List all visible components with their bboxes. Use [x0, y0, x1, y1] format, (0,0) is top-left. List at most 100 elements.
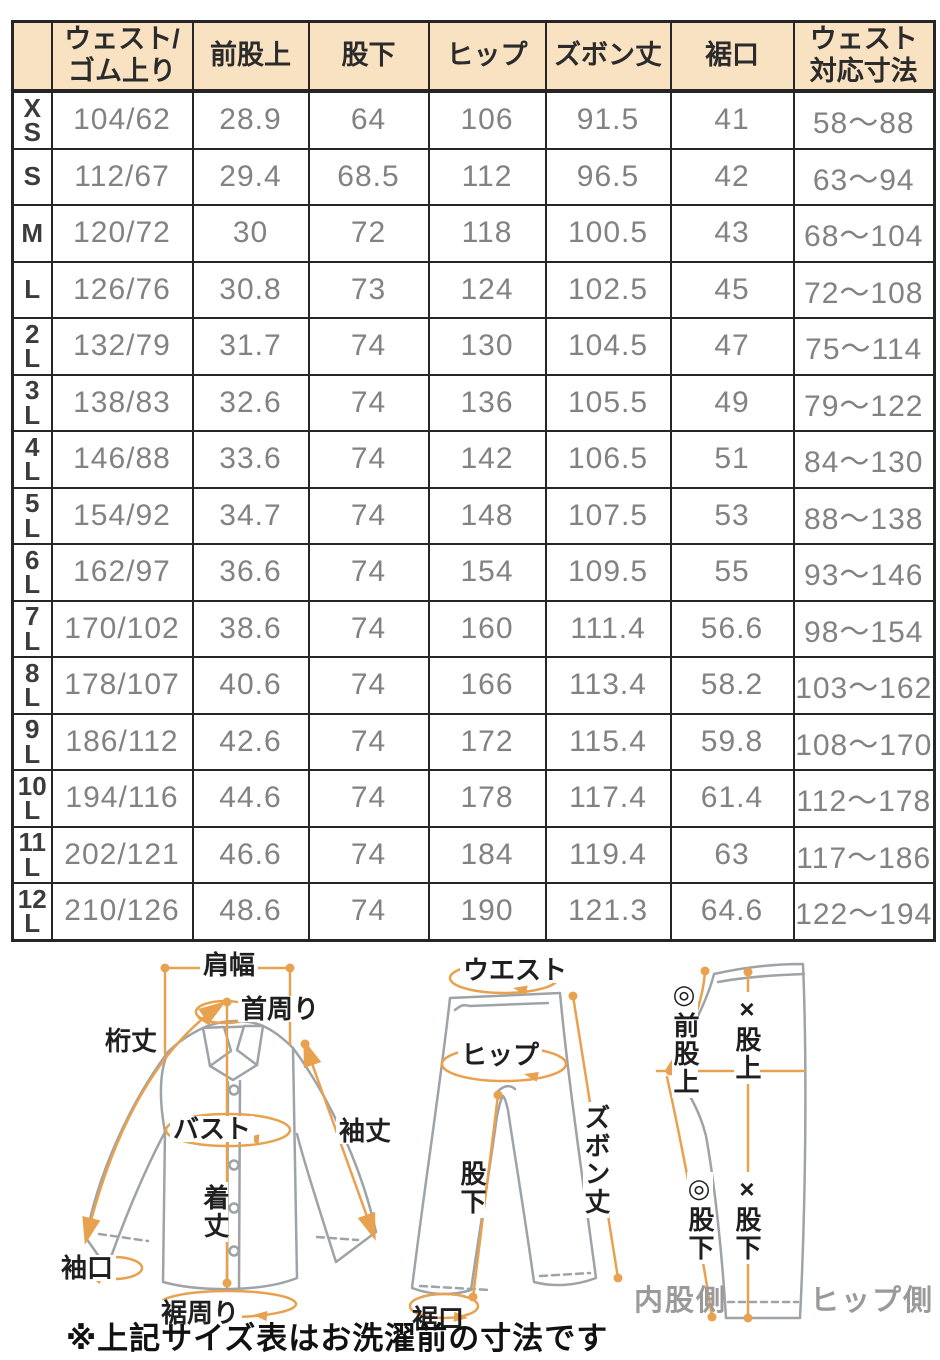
size-label: L	[11, 260, 53, 319]
header-cell: ヒップ	[427, 20, 547, 93]
table-cell: 74	[307, 373, 430, 432]
label-cuff: 袖口	[58, 1255, 117, 1281]
table-cell: 42	[669, 147, 795, 206]
table-row: 3 L 138/83 32.6 74 136 105.5 49 79〜122	[11, 373, 936, 432]
table-cell: 148	[427, 486, 547, 545]
table-cell: 96.5	[544, 147, 672, 206]
table-cell: 186/112	[50, 712, 194, 771]
table-cell: 106	[427, 90, 547, 150]
label-hem-circumference: 裾周り	[158, 1300, 243, 1326]
table-cell: 100.5	[544, 204, 672, 263]
washing-note: ※上記サイズ表はお洗濯前の寸法です	[66, 1321, 609, 1356]
table-cell: 166	[427, 656, 547, 715]
table-row: 5 L 154/92 34.7 74 148 107.5 53 88〜138	[11, 486, 936, 545]
table-row: X S 104/62 28.9 64 106 91.5 41 58〜88	[11, 90, 936, 150]
size-label: 12 L	[11, 882, 53, 941]
table-cell: 146/88	[50, 430, 194, 489]
table-cell: 108〜170	[792, 712, 936, 771]
table-cell: 107.5	[544, 486, 672, 545]
table-cell: 42.6	[191, 712, 310, 771]
table-cell: 170/102	[50, 599, 194, 658]
table-row: 9 L 186/112 42.6 74 172 115.4 59.8 108〜170	[11, 712, 936, 771]
size-table: ウェスト/ ゴム上り 前股上 股下 ヒップ ズボン丈 裾口 ウェスト 対応寸法 X S 104…	[11, 20, 936, 942]
table-cell: 68〜104	[792, 204, 936, 263]
label-hip: ヒップ	[458, 1042, 543, 1068]
header-cell: 裾口	[669, 20, 795, 93]
table-cell: 72〜108	[792, 260, 936, 319]
table-cell: 74	[307, 712, 430, 771]
size-label: 2 L	[11, 317, 53, 376]
size-label: S	[11, 147, 53, 206]
table-cell: 38.6	[191, 599, 310, 658]
table-cell: 112〜178	[792, 769, 936, 828]
table-cell: 84〜130	[792, 430, 936, 489]
table-cell: 112	[427, 147, 547, 206]
table-cell: 190	[427, 882, 547, 941]
table-row: S 112/67 29.4 68.5 112 96.5 42 63〜94	[11, 147, 936, 206]
size-label: 6 L	[11, 543, 53, 602]
table-cell: 119.4	[544, 825, 672, 884]
size-label: 7 L	[11, 599, 53, 658]
table-cell: 74	[307, 656, 430, 715]
table-cell: 118	[427, 204, 547, 263]
table-cell: 112/67	[50, 147, 194, 206]
table-cell: 74	[307, 825, 430, 884]
table-cell: 210/126	[50, 882, 194, 941]
label-shoulder-width: 肩幅	[200, 952, 259, 978]
table-cell: 102.5	[544, 260, 672, 319]
table-cell: 68.5	[307, 147, 430, 206]
header-cell: ウェスト 対応寸法	[792, 20, 936, 93]
label-inseam-cross: ×股下	[732, 1172, 762, 1264]
label-bust: バスト	[170, 1116, 255, 1142]
table-cell: 30	[191, 204, 310, 263]
table-cell: 202/121	[50, 825, 194, 884]
size-label: 10 L	[11, 769, 53, 828]
label-inner-side: 内股側	[634, 1285, 728, 1317]
size-label: 9 L	[11, 712, 53, 771]
table-cell: 93〜146	[792, 543, 936, 602]
table-cell: 29.4	[191, 147, 310, 206]
label-sleeve-from-center: 桁丈	[102, 1028, 161, 1054]
table-row: L 126/76 30.8 73 124 102.5 45 72〜108	[11, 260, 936, 319]
table-cell: 120/72	[50, 204, 194, 263]
table-cell: 33.6	[191, 430, 310, 489]
table-row: 10 L 194/116 44.6 74 178 117.4 61.4 112〜178	[11, 769, 936, 828]
table-cell: 98〜154	[792, 599, 936, 658]
table-cell: 74	[307, 543, 430, 602]
table-cell: 154	[427, 543, 547, 602]
table-cell: 36.6	[191, 543, 310, 602]
table-row: 2 L 132/79 31.7 74 130 104.5 47 75〜114	[11, 317, 936, 376]
table-cell: 142	[427, 430, 547, 489]
table-cell: 63	[669, 825, 795, 884]
size-label: X S	[11, 90, 53, 150]
table-cell: 34.7	[191, 486, 310, 545]
table-cell: 105.5	[544, 373, 672, 432]
table-row: 7 L 170/102 38.6 74 160 111.4 56.6 98〜154	[11, 599, 936, 658]
table-header-row: ウェスト/ ゴム上り 前股上 股下 ヒップ ズボン丈 裾口 ウェスト 対応寸法	[11, 20, 936, 93]
label-waist: ウエスト	[460, 957, 571, 983]
label-rise: ×股上	[732, 992, 762, 1084]
table-cell: 74	[307, 486, 430, 545]
header-cell: 前股上	[191, 20, 310, 93]
table-cell: 162/97	[50, 543, 194, 602]
size-label: 3 L	[11, 373, 53, 432]
table-cell: 64	[307, 90, 430, 150]
header-cell	[11, 20, 53, 93]
size-label: 11 L	[11, 825, 53, 884]
table-cell: 122〜194	[792, 882, 936, 941]
label-front-rise: ◎前股上	[670, 978, 700, 1098]
label-sleeve-length: 袖丈	[336, 1118, 395, 1144]
table-cell: 109.5	[544, 543, 672, 602]
table-cell: 178	[427, 769, 547, 828]
shirt-outline	[84, 1019, 378, 1291]
table-cell: 103〜162	[792, 656, 936, 715]
table-cell: 46.6	[191, 825, 310, 884]
table-cell: 43	[669, 204, 795, 263]
size-label: M	[11, 204, 53, 263]
label-pants-length: ズボン丈	[581, 1102, 611, 1218]
table-cell: 45	[669, 260, 795, 319]
table-cell: 40.6	[191, 656, 310, 715]
table-cell: 178/107	[50, 656, 194, 715]
table-cell: 72	[307, 204, 430, 263]
